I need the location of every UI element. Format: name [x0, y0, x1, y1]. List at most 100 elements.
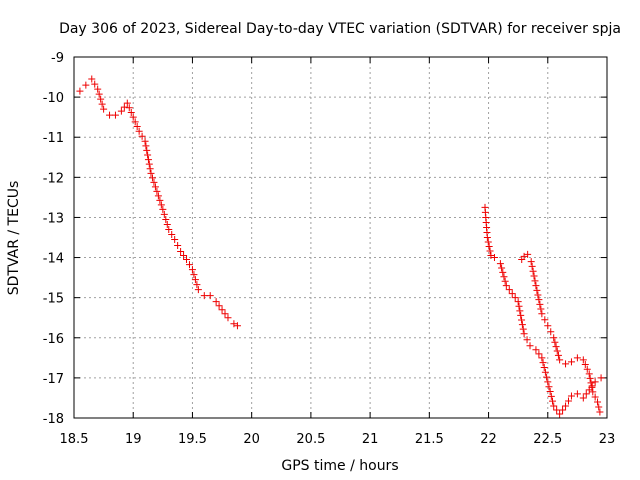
data-point: [585, 370, 593, 378]
data-point-interp: [518, 316, 526, 324]
data-point: [100, 105, 108, 113]
y-tick-label: -13: [43, 211, 64, 226]
data-point-interp: [127, 108, 135, 116]
x-tick-label: 22: [480, 432, 497, 447]
data-point: [159, 205, 167, 213]
data-point-interp: [180, 252, 188, 260]
data-point: [538, 310, 546, 318]
data-point-interp: [215, 302, 223, 310]
data-point: [117, 107, 125, 115]
data-point-interp: [221, 310, 229, 318]
data-point: [508, 290, 516, 298]
data-point: [76, 87, 84, 95]
data-point-interp: [150, 178, 158, 186]
data-point-interp: [545, 383, 553, 391]
data-point-interp: [549, 397, 557, 405]
data-point: [579, 356, 587, 364]
data-point-interp: [535, 296, 543, 304]
data-point-interp: [143, 146, 151, 154]
data-point-interp: [144, 151, 152, 159]
data-point: [526, 342, 534, 350]
data-point-interp: [499, 268, 507, 276]
data-point-interp: [540, 363, 548, 371]
y-tick-label: -10: [43, 91, 64, 106]
data-point: [487, 252, 495, 260]
data-point: [194, 286, 202, 294]
data-point: [147, 169, 155, 177]
data-point-interp: [518, 321, 526, 329]
x-tick-label: 19.5: [178, 432, 207, 447]
data-point: [514, 298, 522, 306]
data-point: [532, 346, 540, 354]
data-point-interp: [160, 210, 168, 218]
plot-frame: [73, 56, 608, 419]
data-point-interp: [193, 281, 201, 289]
data-point: [594, 398, 602, 406]
data-point-interp: [553, 347, 561, 355]
data-point-interp: [146, 165, 154, 173]
data-point: [490, 254, 498, 262]
data-markers: [76, 75, 605, 418]
data-point: [567, 358, 575, 366]
data-point-interp: [551, 338, 559, 346]
y-tick-label: -16: [43, 332, 64, 347]
data-point: [230, 320, 238, 328]
x-tick-label: 21.5: [415, 432, 444, 447]
x-tick-label: 22.5: [533, 432, 562, 447]
data-point: [206, 292, 214, 300]
data-point: [212, 298, 220, 306]
data-series-3: [518, 250, 604, 416]
data-point-interp: [533, 286, 541, 294]
x-tick-label: 21: [362, 432, 379, 447]
data-point-interp: [163, 220, 171, 228]
y-tick-label: -11: [43, 131, 64, 146]
grid-lines: [74, 57, 607, 418]
data-point: [141, 137, 149, 145]
y-tick-label: -18: [43, 412, 64, 427]
data-point-interp: [588, 383, 596, 391]
data-point-interp: [554, 351, 562, 359]
data-point: [135, 127, 143, 135]
y-axis-title: SDTVAR / TECUs: [6, 181, 22, 296]
data-point-interp: [595, 403, 603, 411]
data-point-interp: [125, 104, 133, 112]
data-point-interp: [546, 388, 554, 396]
data-point: [224, 314, 232, 322]
data-point: [550, 334, 558, 342]
data-point-interp: [485, 243, 493, 251]
data-point: [496, 260, 504, 268]
data-point-interp: [519, 325, 527, 333]
data-point-interp: [541, 368, 549, 376]
data-point-interp: [142, 142, 150, 150]
x-axis-title: GPS time / hours: [281, 458, 398, 474]
data-point-interp: [191, 276, 199, 284]
data-point-interp: [154, 192, 162, 200]
data-point: [550, 402, 558, 410]
data-point-interp: [531, 277, 539, 285]
data-point-interp: [516, 307, 524, 315]
data-point-interp: [501, 277, 509, 285]
x-tick-label: 20.5: [296, 432, 325, 447]
data-point-interp: [95, 90, 103, 98]
data-point: [520, 330, 528, 338]
data-point: [591, 378, 599, 386]
data-point-interp: [185, 261, 193, 269]
data-point-interp: [120, 103, 128, 111]
data-point: [544, 378, 552, 386]
data-point: [544, 322, 552, 330]
data-point-interp: [534, 291, 542, 299]
axis-ticks: 18.5 19 19.5 20 20.5 21 21.5 22 22.5 23 -9 -10 -11 -1…: [43, 51, 616, 447]
data-point: [111, 111, 119, 119]
data-point-interp: [98, 100, 106, 108]
data-point: [573, 354, 581, 362]
data-point-interp: [565, 397, 573, 405]
data-series-2: [481, 203, 605, 418]
y-tick-label: -9: [51, 51, 64, 66]
data-point-interp: [581, 361, 589, 369]
y-tick-label: -15: [43, 292, 64, 307]
data-point-interp: [91, 80, 99, 88]
data-point: [188, 266, 196, 274]
data-point-interp: [168, 230, 176, 238]
data-point-interp: [528, 262, 536, 270]
